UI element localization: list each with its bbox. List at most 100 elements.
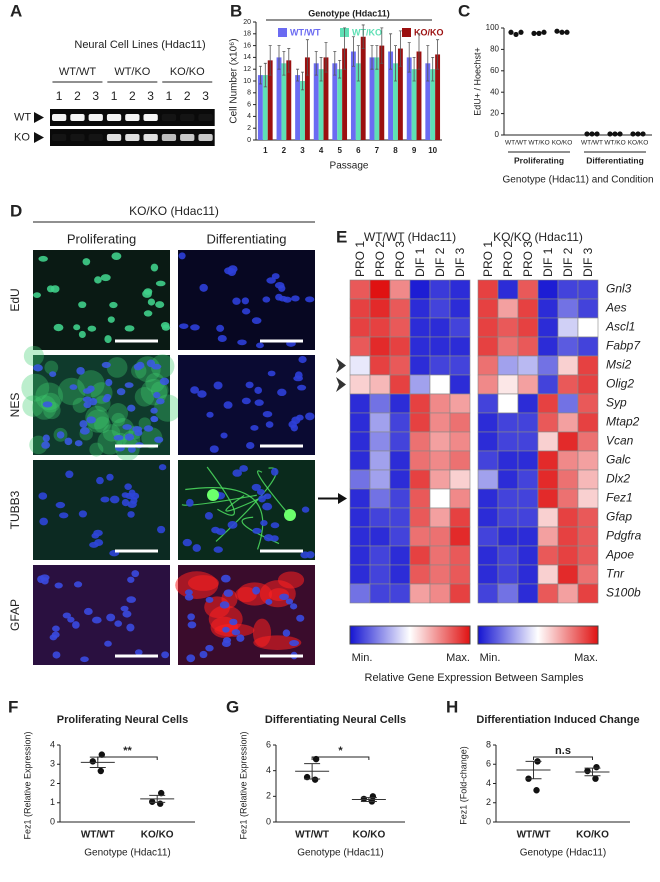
data-point [533,787,540,794]
heatmap-cell [429,412,451,433]
heatmap-cell [517,336,539,357]
nucleus [154,436,164,443]
arrowhead [336,377,346,392]
bar [300,81,305,140]
y-axis-label: Fez1 (Relative Expression) [238,731,248,839]
nucleus [271,273,280,280]
heatmap-cell [369,583,391,604]
heatmap-cell [477,450,499,471]
column-label: Proliferating [67,231,136,246]
bar [360,36,366,140]
heatmap-cell [369,374,391,395]
data-point [518,29,524,35]
data-point [607,131,613,137]
nucleus [78,301,87,309]
heatmap-cell [409,298,431,319]
error-bar [301,71,304,91]
scale-label: Max. [446,652,470,664]
y-tick-label: 100 [486,23,500,32]
heatmap-cell [449,279,471,300]
nucleus [231,629,241,636]
nucleus [267,370,276,377]
nucleus [94,276,102,284]
soma [284,509,296,521]
y-tick-label: 20 [243,19,251,26]
error-bar [263,62,267,88]
heatmap-cell [577,374,599,395]
panel-letter: A [10,1,22,20]
gel-band [52,134,67,141]
nucleus [156,398,165,405]
heatmap-cell [497,393,519,414]
error-bar [282,51,286,76]
nucleus [55,501,66,509]
gene-label: Fabp7 [606,339,641,353]
nucleus [206,411,214,418]
gene-label: S100b [606,586,641,600]
y-tick-label: 6 [486,759,491,769]
error-bar [351,36,355,67]
heatmap-cell [497,374,519,395]
heatmap-cell [557,526,579,547]
nucleus [205,596,214,603]
nucleus [223,401,233,409]
cell-stain [23,345,44,367]
heatmap-cell [577,298,599,319]
nucleus [83,607,93,616]
heatmap-cell [477,469,499,490]
heatmap-cell [557,317,579,338]
heatmap-cell [449,488,471,509]
x-tick-label: 4 [319,146,324,155]
nucleus [82,396,92,403]
data-point [157,800,164,807]
cell-stain [108,403,129,424]
heatmap-cell [409,317,431,338]
cell-stain [106,357,128,378]
sample-label: PRO 1 [353,241,367,277]
nucleus [56,431,65,439]
sample-label: PRO 2 [373,241,387,277]
gel-band [161,134,177,141]
sample-label: DIF 2 [433,247,447,277]
heatmap-cell [497,412,519,433]
bar [262,75,268,140]
neurite [225,494,267,512]
y-tick-label: 2 [50,778,55,788]
nucleus [38,255,48,262]
nucleus [190,324,200,331]
heatmap-cell [409,393,431,414]
x-tick-label: WT/WT [517,830,551,841]
nucleus [301,506,310,513]
heatmap-cell [349,583,371,604]
gel-band [52,114,67,121]
bar [318,69,324,140]
data-point [584,767,591,775]
heatmap-cell [517,412,539,433]
nucleus [130,496,138,505]
nucleus [67,616,75,623]
nucleus [232,297,241,305]
cell-stain [111,412,126,427]
legend-swatch [402,28,411,37]
nucleus [106,613,116,622]
heatmap-cell [557,393,579,414]
gene-label: Galc [606,453,631,467]
gel-band [70,134,85,141]
heatmap-cell [577,488,599,509]
nucleus [254,386,263,394]
nucleus [133,363,143,371]
nucleus [186,498,194,507]
nucleus [256,488,265,496]
nucleus [220,432,228,439]
heatmap-cell [557,336,579,357]
bar [276,57,282,140]
gene-label: Fez1 [606,491,633,505]
data-point [635,131,641,137]
nucleus [192,544,201,552]
heatmap-cell [349,507,371,528]
heatmap-cell [429,583,451,604]
arrowhead [34,132,44,143]
nucleus [227,521,238,529]
nucleus [79,420,88,428]
nucleus [59,512,69,519]
